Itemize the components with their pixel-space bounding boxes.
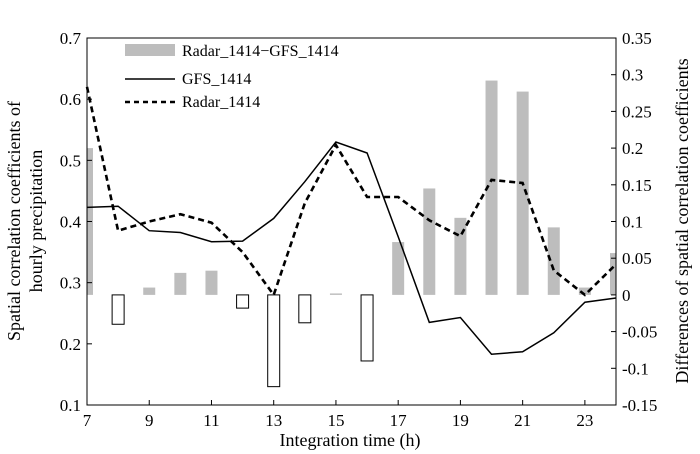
bar — [236, 294, 250, 309]
y-axis-title-right: Differences of spatial correlation coeff… — [672, 58, 692, 383]
bar — [578, 287, 591, 295]
y-tick-label-right: 0.05 — [622, 249, 652, 268]
bar — [329, 293, 342, 295]
bar — [298, 294, 312, 324]
gfs-line — [86, 141, 617, 355]
bar — [205, 270, 218, 295]
bar — [454, 217, 467, 295]
y-tick-label-right: 0.25 — [622, 102, 652, 121]
bar — [360, 294, 374, 362]
legend-label-gfs: GFS_1414 — [182, 71, 251, 88]
y-tick-label-right: -0.15 — [622, 396, 657, 415]
x-tick-label: 23 — [576, 411, 593, 430]
y-tick-label-left: 0.2 — [60, 335, 81, 354]
y-tick-label-right: 0.3 — [622, 66, 643, 85]
legend-label-bar: Radar_1414−GFS_1414 — [182, 43, 339, 60]
y-tick-label-right: 0 — [622, 286, 631, 305]
bar — [485, 80, 498, 295]
x-tick-label: 17 — [390, 411, 408, 430]
y-tick-label-right: 0.15 — [622, 176, 652, 195]
x-tick-label: 13 — [265, 411, 282, 430]
y-tick-label-left: 0.5 — [60, 151, 81, 170]
bar — [267, 294, 281, 388]
line-series — [85, 86, 617, 355]
y-tick-label-left: 0.6 — [60, 90, 81, 109]
bar — [143, 287, 156, 295]
y-tick-label-left: 0.1 — [60, 396, 81, 415]
x-tick-label: 11 — [203, 411, 219, 430]
y-axis-title-left-line2: hourly precipitation — [26, 150, 46, 292]
legend-label-radar: Radar_1414 — [182, 94, 260, 111]
x-tick-label: 15 — [327, 411, 344, 430]
x-tick-label: 7 — [83, 411, 92, 430]
y-axis-title-left-line1: Spatial correlation coefficients of — [4, 101, 24, 341]
x-tick-label: 9 — [145, 411, 154, 430]
x-tick-label: 21 — [514, 411, 531, 430]
bar — [516, 91, 529, 295]
bar — [423, 188, 436, 295]
legend-swatch-bar — [125, 44, 175, 56]
y-tick-label-right: -0.1 — [622, 359, 649, 378]
y-tick-label-left: 0.3 — [60, 274, 81, 293]
bar — [610, 253, 616, 295]
y-tick-label-right: 0.2 — [622, 139, 643, 158]
x-axis-title: Integration time (h) — [280, 430, 421, 451]
bar — [111, 294, 125, 325]
bar-series — [87, 80, 616, 388]
radar-line — [85, 86, 617, 298]
bar — [174, 272, 187, 295]
bar — [547, 227, 560, 295]
y-tick-label-right: 0.1 — [622, 213, 643, 232]
y-tick-label-right: -0.05 — [622, 323, 657, 342]
y-tick-label-left: 0.7 — [60, 29, 82, 48]
y-tick-label-left: 0.4 — [60, 213, 82, 232]
bar — [392, 242, 405, 295]
x-tick-label: 19 — [452, 411, 469, 430]
ticks: 7 9 11 13 15 17 19 21 23 0.1 0.2 0.3 0.4 0.5 0.6 0.7 -0.… — [60, 29, 658, 430]
legend: Radar_1414−GFS_1414 GFS_1414 Radar_1414 — [125, 43, 339, 111]
y-tick-label-right: 0.35 — [622, 29, 652, 48]
